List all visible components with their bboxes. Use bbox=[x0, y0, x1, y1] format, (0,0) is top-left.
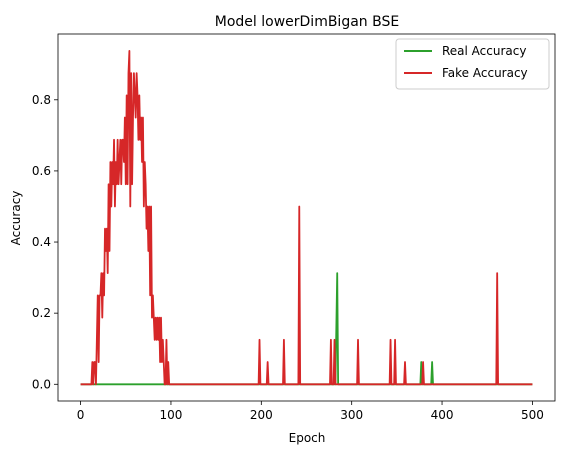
x-axis: 0 100 200 300 400 500 bbox=[77, 401, 544, 422]
y-tick-label: 0.6 bbox=[32, 164, 51, 178]
y-tick-label: 0.2 bbox=[32, 306, 51, 320]
x-tick-label: 400 bbox=[431, 408, 454, 422]
x-tick-label: 500 bbox=[521, 408, 544, 422]
series-line-fake-accuracy bbox=[80, 49, 533, 386]
x-tick-label: 300 bbox=[340, 408, 363, 422]
legend-frame bbox=[395, 38, 550, 90]
legend: Real Accuracy Fake Accuracy bbox=[395, 38, 550, 90]
legend-label-real-accuracy: Real Accuracy bbox=[442, 44, 526, 58]
x-tick-label: 100 bbox=[160, 408, 183, 422]
x-axis-label: Epoch bbox=[289, 431, 326, 445]
series-line-real-accuracy bbox=[80, 272, 533, 386]
plot-frame bbox=[57, 33, 556, 402]
series-layer bbox=[80, 49, 533, 386]
x-tick-label: 200 bbox=[250, 408, 273, 422]
legend-label-fake-accuracy: Fake Accuracy bbox=[442, 66, 528, 80]
x-tick-label: 0 bbox=[77, 408, 85, 422]
chart-title: Model lowerDimBigan BSE bbox=[215, 14, 399, 30]
y-tick-label: 0.0 bbox=[32, 377, 51, 391]
y-tick-label: 0.4 bbox=[32, 235, 51, 249]
y-axis: 0.0 0.2 0.4 0.6 0.8 bbox=[32, 93, 58, 391]
y-tick-label: 0.8 bbox=[32, 93, 51, 107]
y-axis-label: Accuracy bbox=[9, 191, 23, 246]
